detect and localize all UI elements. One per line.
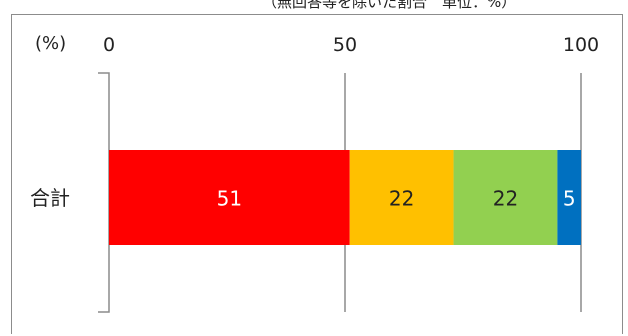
data-label-4: 5 [563, 187, 576, 211]
chart-frame [11, 14, 623, 334]
tick-label-100: 100 [563, 34, 599, 56]
unit-label: (%) [35, 33, 66, 54]
tick-label-0: 0 [103, 34, 115, 56]
bar-segment-4 [557, 150, 581, 245]
bar-segments [109, 150, 581, 245]
bar-segment-3 [453, 150, 558, 245]
category-label: 合計 [30, 186, 70, 210]
data-label-2: 22 [389, 187, 414, 211]
bar-segment-1 [109, 150, 350, 245]
axis-bracket [98, 72, 110, 313]
tick-label-50: 50 [333, 34, 357, 56]
tick-labels: 0 50 100 [103, 34, 599, 56]
unit-note: （無回答等を除いた割合 単位：%） [262, 0, 517, 11]
data-label-1: 51 [217, 187, 242, 211]
category-axis [98, 72, 110, 313]
data-label-3: 22 [493, 187, 518, 211]
bar-segment-2 [349, 150, 454, 245]
value-labels: 51 22 22 5 [217, 187, 576, 211]
